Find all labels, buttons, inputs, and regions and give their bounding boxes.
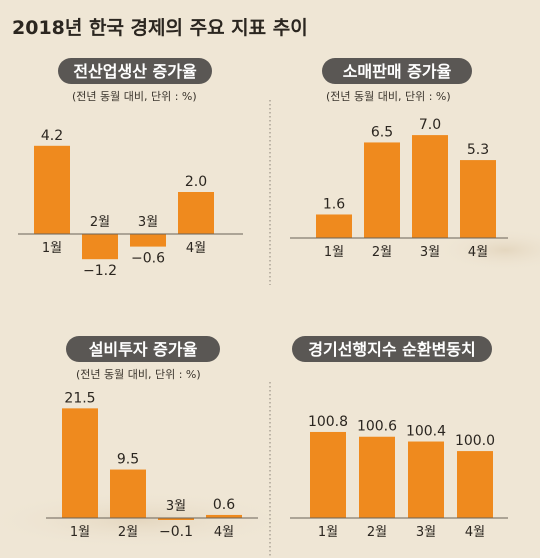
bars: 1.6 1월 6.5 2월 7.0 3월 5.3 4월	[290, 117, 508, 260]
background-swirl-right	[435, 228, 540, 272]
panel-title: 전산업생산 증가율	[73, 62, 197, 81]
unit-note: (전년 동월 대비, 단위 : %)	[76, 368, 201, 381]
bar-2월	[110, 469, 146, 518]
bar-3월	[408, 441, 444, 518]
panel-retail-sales: 소매판매 증가율 (전년 동월 대비, 단위 : %) 1.6 1월 6.5 2월 7.…	[290, 58, 508, 260]
category-label: 1월	[324, 245, 344, 260]
bars: 4.2 1월 −1.2 2월 −0.6 3월 2.0 4월	[18, 128, 243, 279]
bar-4월	[457, 451, 493, 518]
bar-1월	[62, 408, 98, 518]
bar-3월	[130, 234, 166, 247]
value-label: 6.5	[371, 124, 393, 140]
value-label: −1.2	[83, 263, 117, 279]
bar-3월	[412, 135, 448, 238]
unit-note: (전년 동월 대비, 단위 : %)	[72, 90, 197, 103]
value-label: 1.6	[323, 196, 345, 212]
panel-title-pill	[292, 336, 492, 362]
bar-4월	[206, 514, 242, 518]
category-label: 4월	[465, 525, 485, 540]
value-label: 21.5	[64, 390, 95, 406]
bar-3월	[158, 518, 194, 520]
category-label: 4월	[214, 525, 234, 540]
panel-title: 경기선행지수 순환변동치	[308, 340, 476, 359]
bar-2월	[364, 142, 400, 238]
panel-title: 소매판매 증가율	[343, 62, 452, 81]
category-label: 2월	[372, 245, 392, 260]
unit-note: (전년 동월 대비, 단위 : %)	[326, 90, 451, 103]
panel-facility-investment: 설비투자 증가율 (전년 동월 대비, 단위 : %) 21.5 1월 9.5 2월 −…	[46, 336, 258, 540]
bars: 21.5 1월 9.5 2월 −0.1 3월 0.6 4월	[46, 390, 258, 540]
category-label: 1월	[42, 241, 62, 256]
value-label: 4.2	[41, 128, 63, 144]
category-label: 2월	[118, 525, 138, 540]
page-title: 2018년 한국 경제의 주요 지표 추이	[12, 17, 308, 39]
category-label: 1월	[318, 525, 338, 540]
bar-4월	[178, 192, 214, 234]
category-label: 2월	[367, 525, 387, 540]
value-label: 100.8	[308, 414, 348, 430]
background-swirl-bottom	[0, 490, 300, 550]
value-label: 9.5	[117, 452, 139, 468]
value-label: 100.4	[406, 424, 446, 440]
category-label: 1월	[70, 525, 90, 540]
panel-title: 설비투자 증가율	[89, 340, 198, 359]
bar-4월	[460, 160, 496, 238]
value-label: 0.6	[213, 497, 235, 513]
value-label: 100.0	[455, 433, 495, 449]
category-label: 4월	[186, 241, 206, 256]
bar-1월	[316, 214, 352, 238]
value-label: 7.0	[419, 117, 441, 133]
panel-title-pill	[58, 58, 212, 84]
panel-title-pill	[66, 336, 220, 362]
category-label: 4월	[468, 245, 488, 260]
value-label: −0.1	[159, 524, 193, 540]
bar-2월	[359, 436, 395, 518]
value-label: 5.3	[467, 142, 489, 158]
category-label: 3월	[138, 215, 158, 230]
panel-leading-index: 경기선행지수 순환변동치 100.8 1월 100.6 2월 100.4 3월 100.0 4…	[290, 336, 508, 540]
panel-industrial-production: 전산업생산 증가율 (전년 동월 대비, 단위 : %) 4.2 1월 −1.2 2월…	[18, 58, 243, 279]
value-label: 2.0	[185, 174, 207, 190]
bar-1월	[34, 145, 70, 234]
bar-2월	[82, 234, 118, 260]
category-label: 2월	[90, 215, 110, 230]
panel-title-pill	[322, 58, 472, 84]
category-label: 3월	[166, 499, 186, 514]
bars: 100.8 1월 100.6 2월 100.4 3월 100.0 4월	[290, 414, 508, 540]
value-label: −0.6	[131, 251, 165, 267]
bar-1월	[310, 431, 346, 518]
category-label: 3월	[416, 525, 436, 540]
category-label: 3월	[420, 245, 440, 260]
value-label: 100.6	[357, 419, 397, 435]
